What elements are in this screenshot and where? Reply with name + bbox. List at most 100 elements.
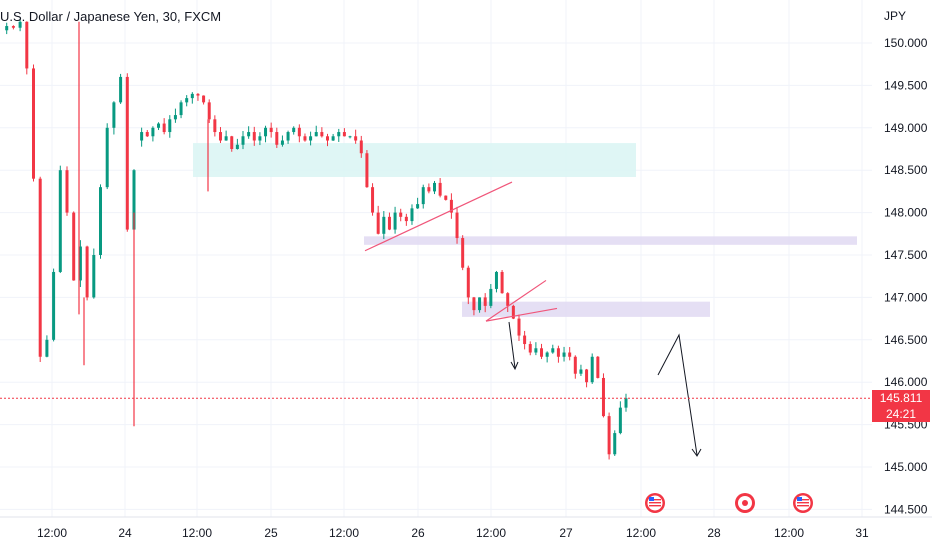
- candle-body: [393, 212, 397, 230]
- chart-title: U.S. Dollar / Japanese Yen, 30, FXCM: [0, 9, 222, 24]
- us-flag-icon[interactable]: [793, 493, 813, 513]
- time-tick-label: 27: [559, 526, 573, 540]
- trendlines: [364, 181, 558, 322]
- candle-body: [624, 398, 628, 408]
- time-tick-label: 12:00: [626, 526, 656, 540]
- candle-body: [179, 102, 183, 116]
- candle-body: [325, 136, 329, 141]
- candle-body: [65, 170, 69, 213]
- candle-body: [132, 170, 136, 230]
- zone-purple: [364, 236, 857, 245]
- candle-body: [280, 140, 284, 145]
- candle-body: [52, 271, 56, 340]
- candle-body: [568, 352, 572, 357]
- candle-body: [382, 216, 386, 234]
- candle-body: [331, 136, 335, 141]
- candle-body: [483, 297, 487, 306]
- candle-body: [579, 369, 583, 374]
- time-tick-label: 12:00: [329, 526, 359, 540]
- candle-body: [207, 102, 211, 120]
- candle-body: [303, 136, 307, 141]
- candle-body: [455, 212, 459, 239]
- candle-body: [224, 136, 228, 141]
- time-tick-label: 28: [707, 526, 721, 540]
- price-tick-label: 148.500: [884, 163, 928, 177]
- candle-body: [387, 216, 391, 230]
- event-markers[interactable]: [645, 493, 813, 513]
- price-tick-label: 148.000: [884, 206, 928, 220]
- candle-body: [58, 170, 62, 272]
- candle-body: [269, 127, 273, 133]
- candle-body: [534, 348, 538, 353]
- candle-body: [540, 348, 544, 357]
- candle-body: [489, 288, 493, 306]
- supply-demand-zones: [193, 143, 857, 317]
- candle-body: [590, 356, 594, 383]
- candle-body: [92, 255, 96, 298]
- candle-body: [371, 187, 375, 213]
- candle-body: [342, 132, 346, 137]
- time-tick-label: 24: [118, 526, 132, 540]
- candle-body: [190, 93, 194, 99]
- trendline: [364, 181, 513, 252]
- candle-body: [151, 127, 155, 137]
- candle-body: [506, 293, 510, 306]
- chart-grid: [0, 0, 872, 517]
- price-tick-label: 147.000: [884, 290, 928, 304]
- price-tick-label: 150.000: [884, 36, 928, 50]
- projection-arrows: [508, 321, 702, 457]
- candle-body: [185, 98, 189, 103]
- candle-body: [125, 76, 129, 230]
- candle-body: [264, 127, 268, 137]
- candle-body: [444, 195, 448, 200]
- candle-body: [573, 356, 577, 374]
- candle-body: [230, 136, 234, 149]
- candle-body: [466, 267, 470, 298]
- candle-body: [320, 132, 324, 137]
- candle-body: [545, 352, 549, 357]
- time-tick-label: 12:00: [774, 526, 804, 540]
- us-flag-icon[interactable]: [645, 493, 665, 513]
- candle-body: [421, 187, 425, 205]
- drop-arrow: [508, 321, 516, 369]
- candle-body: [241, 136, 245, 145]
- currency-label: JPY: [884, 9, 906, 23]
- price-tick-label: 144.500: [884, 502, 928, 516]
- candle-body: [213, 119, 217, 133]
- candle-body: [99, 187, 102, 255]
- time-axis[interactable]: 12:00 24 12:00 25 12:00 26 12:00 27 12:00 28 12:00…: [0, 516, 932, 540]
- record-icon[interactable]: [735, 493, 755, 513]
- candle-body: [252, 132, 256, 141]
- trendline: [485, 279, 547, 322]
- candle-body: [585, 369, 589, 383]
- price-tick-label: 149.000: [884, 121, 928, 135]
- price-tick-label: 147.500: [884, 248, 928, 262]
- candle-body: [5, 26, 9, 31]
- candle-body: [72, 212, 76, 281]
- candle-body: [314, 132, 318, 137]
- candle-body: [218, 132, 222, 141]
- candle-body: [85, 246, 89, 298]
- candle-body: [162, 123, 166, 133]
- candle-body: [247, 132, 251, 137]
- price-tick-label: 146.500: [884, 333, 928, 347]
- candle-body: [258, 136, 262, 141]
- time-tick-label: 12:00: [37, 526, 67, 540]
- candlestick-series: [5, 18, 628, 460]
- candle-body: [173, 115, 177, 120]
- candle-body: [365, 153, 369, 188]
- zone-teal: [193, 143, 636, 177]
- candle-body: [472, 297, 476, 311]
- candle-body: [399, 212, 403, 217]
- candle-body: [376, 212, 380, 234]
- price-tick-label: 145.000: [884, 460, 928, 474]
- candle-body: [523, 335, 527, 345]
- bar-countdown: 24:21: [872, 406, 930, 423]
- drop-arrowhead: [510, 361, 519, 371]
- candle-body: [511, 305, 515, 319]
- candle-body: [11, 26, 15, 28]
- candle-body: [105, 127, 109, 188]
- candle-body: [410, 208, 414, 222]
- price-axis[interactable]: JPY 150.000 149.500 149.000 148.500 148.000 14…: [884, 9, 928, 516]
